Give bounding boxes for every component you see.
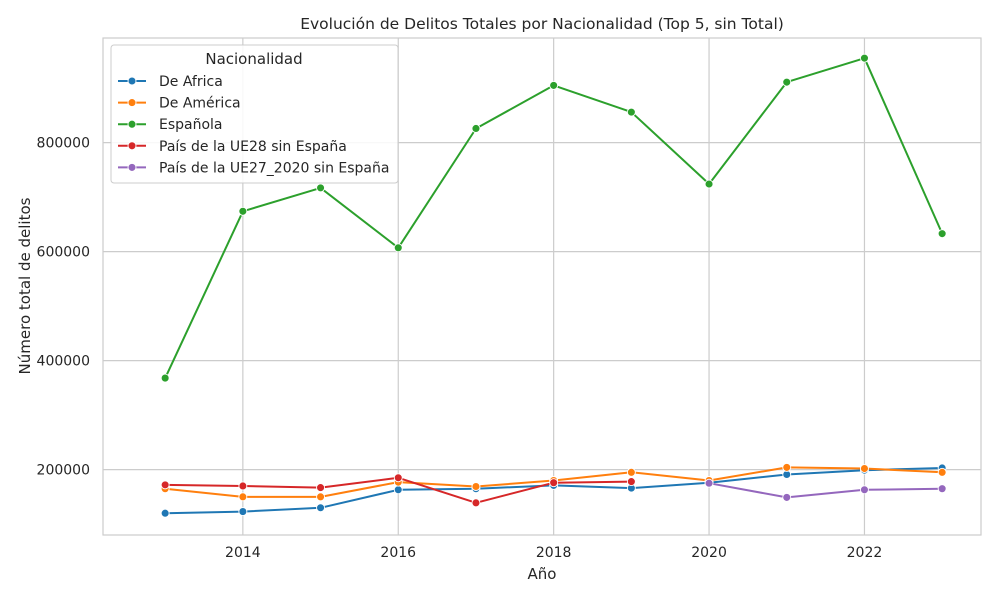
legend-label: De Africa (159, 74, 223, 90)
data-point (626, 107, 636, 117)
x-tick-label: 2016 (380, 545, 416, 561)
data-point (549, 478, 559, 488)
legend-title: Nacionalidad (205, 50, 302, 68)
legend-item: País de la UE28 sin España (118, 139, 347, 155)
data-point (238, 507, 248, 517)
data-point (471, 498, 481, 508)
series-3 (160, 473, 636, 508)
x-tick-label: 2014 (225, 545, 261, 561)
y-tick-label: 200000 (37, 463, 90, 479)
data-point (704, 478, 714, 488)
data-point (704, 179, 714, 189)
series-line (708, 482, 943, 499)
data-point (937, 467, 947, 477)
data-point (238, 206, 248, 216)
data-point (160, 480, 170, 490)
data-point (626, 477, 636, 487)
legend-box (110, 44, 399, 184)
data-point (393, 473, 403, 483)
series-2 (160, 53, 947, 383)
legend-marker (127, 119, 137, 129)
legend-marker (127, 141, 137, 151)
legend-label: País de la UE27_2020 sin España (159, 160, 389, 176)
data-point (471, 124, 481, 133)
legend-marker (127, 98, 137, 108)
series-4 (704, 478, 947, 502)
legend-items: De Africa De América Española País de la UE… (118, 74, 389, 176)
legend-marker (127, 76, 137, 86)
data-point (860, 485, 869, 495)
data-point (316, 183, 326, 193)
legend-item: Española (118, 117, 223, 133)
data-point (782, 492, 792, 502)
x-axis-label: Año (528, 565, 557, 583)
legend-label: País de la UE28 sin España (159, 139, 347, 155)
y-tick-label: 400000 (37, 354, 90, 370)
data-point (782, 462, 792, 472)
data-point (393, 485, 403, 495)
data-point (160, 508, 170, 518)
data-point (316, 483, 326, 493)
y-axis-label: Número total de delitos (16, 197, 34, 374)
legend-item: País de la UE27_2020 sin España (118, 160, 389, 176)
data-point (160, 373, 170, 383)
x-tick-label: 2018 (536, 545, 572, 561)
legend-item: De América (118, 96, 241, 112)
data-point (626, 467, 636, 477)
x-tick-label: 2022 (847, 545, 883, 561)
y-tick-label: 600000 (37, 245, 90, 261)
data-point (471, 482, 481, 491)
data-point (238, 481, 248, 491)
legend-label: Española (159, 117, 223, 133)
data-point (316, 492, 326, 502)
legend: Nacionalidad De Africa De América Española… (110, 44, 399, 184)
y-tick-label: 800000 (37, 136, 90, 152)
data-point (860, 464, 869, 473)
data-point (937, 229, 947, 239)
chart-title: Evolución de Delitos Totales por Naciona… (300, 15, 784, 33)
x-tick-label: 2020 (691, 545, 727, 561)
data-point (937, 484, 947, 494)
data-point (860, 53, 869, 63)
data-point (316, 503, 326, 513)
series (160, 53, 947, 518)
data-point (782, 77, 792, 87)
legend-item: De Africa (118, 74, 223, 90)
data-point (393, 243, 403, 253)
tick-labels: 2014 2016 2018 2020 2022 200000 400000 600000 80… (37, 136, 883, 561)
legend-label: De América (159, 96, 241, 112)
data-point (238, 492, 248, 502)
data-point (549, 80, 559, 90)
legend-marker (127, 162, 137, 172)
plot-frame (102, 37, 982, 536)
